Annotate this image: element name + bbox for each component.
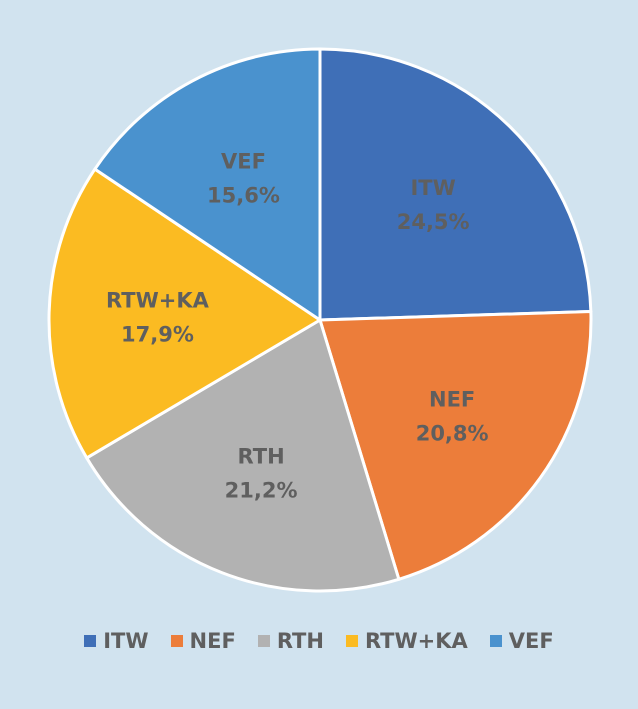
- slice-category-label-rtw-ka: RTW+KA: [106, 288, 210, 312]
- slice-value-label-rth: 21,2%: [225, 479, 298, 503]
- pie-slice-itw: [318, 47, 593, 322]
- legend-item-nef: NEF: [170, 629, 236, 653]
- pie-slice-nef: [318, 309, 593, 581]
- pie-slice-rtw-ka: [47, 167, 322, 460]
- slice-value-label-rtw-ka: 17,9%: [121, 322, 194, 346]
- slice-value-label-vef: 15,6%: [207, 184, 280, 208]
- pie-slices: [47, 47, 593, 593]
- legend-label-rth: RTH: [276, 629, 324, 653]
- pie-labels: ITW 24,5% NEF 20,8% RTH 21,2% RTW+KA 17,9% VEF 15…: [106, 150, 489, 503]
- legend-item-rth: RTH: [257, 629, 324, 653]
- slice-value-label-nef: 20,8%: [416, 422, 489, 446]
- slice-category-label-nef: NEF: [429, 388, 475, 412]
- slice-category-label-itw: ITW: [410, 176, 455, 200]
- pie-slice-vef: [93, 47, 322, 322]
- legend-label-itw: ITW: [103, 629, 149, 653]
- legend-swatch-nef: [170, 635, 183, 647]
- legend: ITW NEF RTH RTW+KA VEF: [0, 629, 638, 653]
- legend-swatch-rth: [257, 635, 270, 647]
- legend-swatch-vef: [489, 635, 502, 647]
- legend-label-rtw-ka: RTW+KA: [364, 629, 468, 653]
- legend-swatch-itw: [84, 635, 97, 647]
- legend-item-vef: VEF: [489, 629, 554, 653]
- slice-value-label-itw: 24,5%: [397, 210, 470, 234]
- slice-category-label-rth: RTH: [238, 445, 285, 469]
- legend-label-vef: VEF: [508, 629, 554, 653]
- legend-item-itw: ITW: [84, 629, 149, 653]
- pie-slice-rth: [85, 318, 401, 593]
- legend-swatch-rtw-ka: [345, 635, 358, 647]
- legend-label-nef: NEF: [189, 629, 236, 653]
- slice-category-label-vef: VEF: [221, 150, 266, 174]
- legend-item-rtw-ka: RTW+KA: [345, 629, 468, 653]
